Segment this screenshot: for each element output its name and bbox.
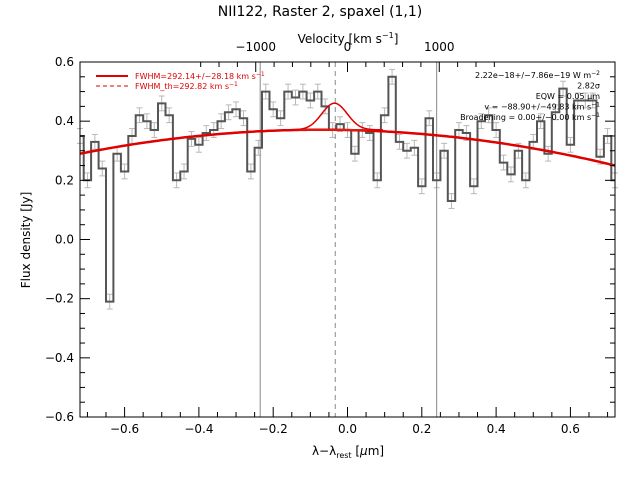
y-tick-label: −0.4 bbox=[45, 351, 74, 365]
x-axis-label-open: [ bbox=[352, 444, 361, 458]
x-tick-label: 0.2 bbox=[412, 422, 431, 436]
annotation-text: 2.22e−18+/−7.86e−19 W m−2 bbox=[475, 70, 600, 80]
x-tick-label: 0.4 bbox=[487, 422, 506, 436]
x-axis-label-main: λ−λ bbox=[312, 444, 336, 458]
axes: −0.6 −0.4 −0.2 0.0 0.2 0.4 0.6 −1000 0 1000 −0.6 −0… bbox=[45, 40, 616, 436]
spectrum-line bbox=[80, 75, 615, 303]
x-axis-label: λ−λrest [μm] bbox=[312, 444, 384, 460]
x-axis-label-sub: rest bbox=[336, 451, 351, 460]
top-tick-label: 0 bbox=[344, 40, 352, 54]
top-axis-label-close: ] bbox=[394, 32, 399, 46]
gaussian-fit-line bbox=[286, 102, 383, 131]
y-tick-label: 0.0 bbox=[55, 233, 74, 247]
y-tick-label: 0.2 bbox=[55, 173, 74, 187]
legend-label: FWHM_th=292.82 km s−1 bbox=[135, 81, 238, 91]
x-tick-label: 0.0 bbox=[338, 422, 357, 436]
top-tick-label: 1000 bbox=[424, 40, 455, 54]
top-axis-label-sup: −1 bbox=[382, 31, 394, 40]
top-axis-label: Velocity [km s−1] bbox=[298, 31, 399, 46]
annotation-text: EQW = 0.05 μm bbox=[536, 92, 600, 101]
top-tick-label: −1000 bbox=[235, 40, 276, 54]
top-axis-label-main: Velocity [km s bbox=[298, 32, 382, 46]
annotation-text: 2.82σ bbox=[577, 82, 600, 91]
y-tick-label: −0.2 bbox=[45, 292, 74, 306]
y-tick-label: −0.6 bbox=[45, 410, 74, 424]
x-tick-label: −0.4 bbox=[184, 422, 213, 436]
series-group bbox=[79, 75, 616, 303]
x-tick-label: −0.6 bbox=[110, 422, 139, 436]
x-axis-label-mu: μ bbox=[359, 444, 368, 458]
reference-lines bbox=[259, 62, 438, 417]
chart-title: NII122, Raster 2, spaxel (1,1) bbox=[218, 4, 423, 20]
x-axis-label-close: m] bbox=[368, 444, 384, 458]
y-tick-label: 0.4 bbox=[55, 114, 74, 128]
legend: FWHM=292.14+/−28.18 km s−1FWHM_th=292.82… bbox=[96, 71, 265, 91]
annotation-text: Broadening = 0.00+/−0.00 km s−1 bbox=[460, 112, 600, 122]
legend-label: FWHM=292.14+/−28.18 km s−1 bbox=[135, 71, 265, 81]
x-tick-label: 0.6 bbox=[561, 422, 580, 436]
x-tick-label: −0.2 bbox=[259, 422, 288, 436]
y-axis-label: Flux density [Jy] bbox=[19, 192, 33, 289]
y-tick-label: 0.6 bbox=[55, 55, 74, 69]
annotation-text: v = −88.90+/−49.83 km s−1 bbox=[484, 102, 600, 112]
